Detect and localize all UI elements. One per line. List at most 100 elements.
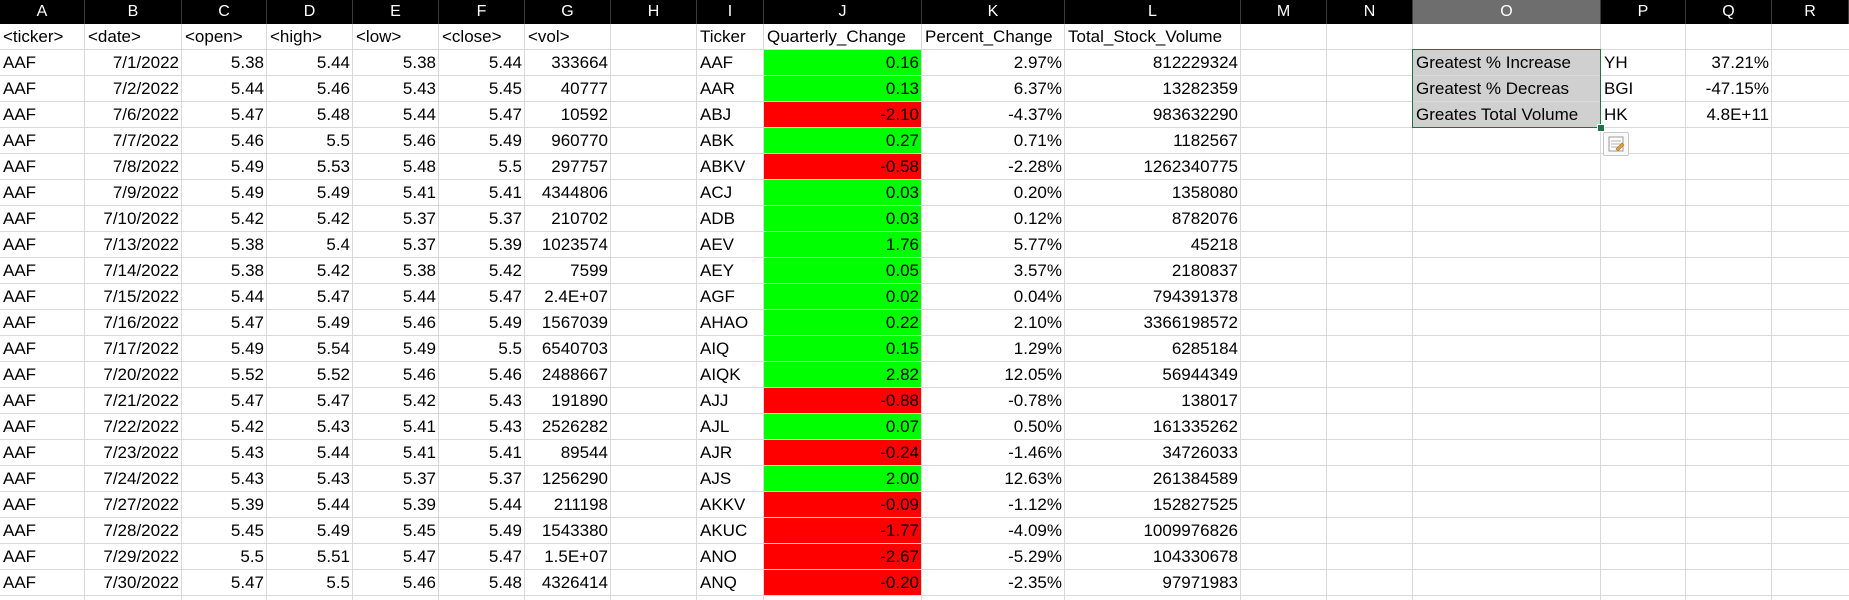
raw-data-cell[interactable]: 5.45 xyxy=(488,79,522,98)
summary-data-cell[interactable]: ABJ xyxy=(700,105,732,124)
greatest-label-cell[interactable]: Greates Total Volume xyxy=(1416,105,1579,124)
summary-data-cell[interactable]: AKUC xyxy=(700,521,748,540)
raw-data-cell[interactable]: 5.38 xyxy=(230,235,264,254)
summary-data-cell[interactable]: 97971983 xyxy=(1162,573,1238,592)
cell-grid[interactable]: <ticker> <date> <open> <high> <low> <close> <v… xyxy=(0,24,1849,600)
selection-range[interactable] xyxy=(1412,49,1601,128)
summary-data-cell[interactable]: 6.37% xyxy=(1013,79,1062,98)
summary-data-cell[interactable]: 0.04% xyxy=(1013,287,1062,306)
greatest-value-cell[interactable]: 37.21% xyxy=(1711,53,1769,72)
raw-header-cell[interactable]: <low> xyxy=(356,27,402,46)
summary-data-cell[interactable]: 1.29% xyxy=(1013,339,1062,358)
raw-data-cell[interactable]: 5.46 xyxy=(402,131,436,150)
raw-data-cell[interactable]: 89544 xyxy=(560,443,608,462)
raw-data-cell[interactable]: 5.49 xyxy=(230,183,264,202)
raw-data-cell[interactable]: 5.48 xyxy=(316,105,350,124)
raw-data-cell[interactable]: 7/15/2022 xyxy=(103,287,179,306)
raw-data-cell[interactable]: 5.5 xyxy=(498,157,522,176)
raw-data-cell[interactable]: 5.42 xyxy=(316,261,350,280)
raw-data-cell[interactable]: 5.38 xyxy=(230,53,264,72)
raw-data-cell[interactable]: 6540703 xyxy=(541,339,608,358)
summary-header-cell[interactable]: Percent_Change xyxy=(925,27,1053,46)
raw-data-cell[interactable]: 7/17/2022 xyxy=(103,339,179,358)
summary-data-cell[interactable]: AGF xyxy=(700,287,735,306)
raw-data-cell[interactable]: 211198 xyxy=(553,495,608,514)
summary-data-cell[interactable]: -2.28% xyxy=(1008,157,1062,176)
raw-data-cell[interactable]: 10592 xyxy=(560,105,608,124)
raw-data-cell[interactable]: AAF xyxy=(3,79,37,98)
column-header-O[interactable]: O xyxy=(1413,0,1601,24)
summary-data-cell[interactable]: 1182567 xyxy=(1173,131,1238,150)
summary-data-cell[interactable]: 45218 xyxy=(1190,235,1238,254)
raw-data-cell[interactable]: AAF xyxy=(3,235,37,254)
raw-data-cell[interactable]: 5.47 xyxy=(402,547,436,566)
raw-data-cell[interactable]: 7/7/2022 xyxy=(112,131,179,150)
raw-header-cell[interactable]: <high> xyxy=(270,27,322,46)
quarterly-change-cell[interactable]: 0.13 xyxy=(885,79,919,98)
greatest-label-cell[interactable]: Greatest % Increase xyxy=(1416,53,1571,72)
raw-data-cell[interactable]: 5.37 xyxy=(402,235,436,254)
raw-data-cell[interactable]: 5.44 xyxy=(230,79,264,98)
raw-data-cell[interactable]: 5.43 xyxy=(402,79,436,98)
raw-data-cell[interactable]: 7/30/2022 xyxy=(103,573,179,592)
raw-data-cell[interactable]: AAF xyxy=(3,287,37,306)
summary-data-cell[interactable]: ACJ xyxy=(700,183,733,202)
summary-data-cell[interactable]: 152827525 xyxy=(1152,495,1238,514)
raw-data-cell[interactable]: 5.47 xyxy=(230,573,264,592)
raw-data-cell[interactable]: AAF xyxy=(3,495,37,514)
raw-data-cell[interactable]: 5.44 xyxy=(402,287,436,306)
summary-data-cell[interactable]: AJL xyxy=(700,417,730,436)
summary-data-cell[interactable]: 2180837 xyxy=(1171,261,1238,280)
greatest-label-cell[interactable]: Greatest % Decreas xyxy=(1416,79,1570,98)
raw-data-cell[interactable]: 5.47 xyxy=(230,391,264,410)
column-header-G[interactable]: G xyxy=(525,0,611,24)
raw-data-cell[interactable]: 7/28/2022 xyxy=(103,521,179,540)
column-header-I[interactable]: I xyxy=(697,0,764,24)
raw-data-cell[interactable]: 5.49 xyxy=(488,131,522,150)
summary-data-cell[interactable]: 812229324 xyxy=(1152,53,1238,72)
summary-data-cell[interactable]: ADB xyxy=(700,209,735,228)
raw-data-cell[interactable]: 7599 xyxy=(570,261,608,280)
column-header-A[interactable]: A xyxy=(0,0,85,24)
quarterly-change-cell[interactable]: 0.22 xyxy=(885,313,919,332)
summary-data-cell[interactable]: -4.37% xyxy=(1008,105,1062,124)
quarterly-change-cell[interactable]: -0.58 xyxy=(880,157,919,176)
summary-data-cell[interactable]: -1.12% xyxy=(1008,495,1062,514)
quarterly-change-cell[interactable]: -2.10 xyxy=(880,105,919,124)
summary-data-cell[interactable]: AJS xyxy=(700,469,732,488)
summary-data-cell[interactable]: 1262340775 xyxy=(1143,157,1238,176)
summary-data-cell[interactable]: ABK xyxy=(700,131,735,150)
column-header-P[interactable]: P xyxy=(1601,0,1686,24)
raw-data-cell[interactable]: 5.44 xyxy=(488,495,522,514)
column-header-K[interactable]: K xyxy=(922,0,1065,24)
quarterly-change-cell[interactable]: -0.09 xyxy=(880,495,919,514)
raw-data-cell[interactable]: 5.46 xyxy=(488,365,522,384)
raw-data-cell[interactable]: 7/13/2022 xyxy=(103,235,179,254)
raw-data-cell[interactable]: 5.41 xyxy=(488,183,522,202)
raw-data-cell[interactable]: 5.48 xyxy=(402,157,436,176)
raw-data-cell[interactable]: 5.41 xyxy=(488,443,522,462)
raw-data-cell[interactable]: 1567039 xyxy=(541,313,608,332)
raw-data-cell[interactable]: 5.5 xyxy=(498,339,522,358)
quarterly-change-cell[interactable]: 2.00 xyxy=(885,469,919,488)
raw-data-cell[interactable]: 5.45 xyxy=(402,521,436,540)
summary-data-cell[interactable]: 12.05% xyxy=(1004,365,1062,384)
raw-data-cell[interactable]: 191890 xyxy=(551,391,608,410)
quick-analysis-button[interactable] xyxy=(1603,132,1629,156)
summary-data-cell[interactable]: 0.12% xyxy=(1013,209,1062,228)
summary-data-cell[interactable]: AEV xyxy=(700,235,735,254)
column-header-J[interactable]: J xyxy=(764,0,922,24)
raw-data-cell[interactable]: 5.37 xyxy=(402,469,436,488)
column-header-F[interactable]: F xyxy=(439,0,525,24)
quarterly-change-cell[interactable]: 0.02 xyxy=(885,287,919,306)
raw-data-cell[interactable]: 4344806 xyxy=(541,183,608,202)
summary-data-cell[interactable]: 104330678 xyxy=(1152,547,1238,566)
summary-data-cell[interactable]: 34726033 xyxy=(1162,443,1238,462)
summary-data-cell[interactable]: 3.57% xyxy=(1013,261,1062,280)
raw-data-cell[interactable]: 7/1/2022 xyxy=(112,53,179,72)
column-header-C[interactable]: C xyxy=(182,0,267,24)
raw-data-cell[interactable]: 1543380 xyxy=(541,521,608,540)
raw-data-cell[interactable]: 5.45 xyxy=(230,521,264,540)
quarterly-change-cell[interactable]: -0.20 xyxy=(880,573,919,592)
raw-data-cell[interactable]: 5.46 xyxy=(230,131,264,150)
